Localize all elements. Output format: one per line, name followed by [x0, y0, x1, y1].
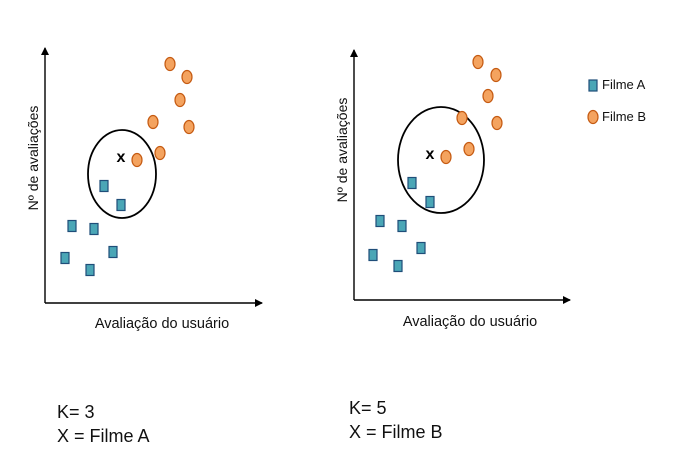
x-axis-label: Avaliação do usuário — [403, 314, 537, 330]
neighborhood-circle — [87, 129, 157, 219]
filme-b-point — [482, 88, 494, 104]
filme-b-point — [174, 92, 186, 108]
legend: Filme A Filme B — [587, 77, 646, 125]
filme-a-point — [397, 219, 407, 233]
filme-a-point — [116, 198, 126, 212]
filme-a-point — [60, 251, 70, 265]
filme-b-point — [183, 119, 195, 135]
filme-a-point — [368, 248, 378, 262]
legend-item-filme-a: Filme A — [588, 77, 646, 92]
filme-a-point — [108, 245, 118, 259]
query-point-label: x — [117, 149, 126, 166]
filme-a-point — [425, 195, 435, 209]
circle-marker-icon — [587, 109, 599, 125]
filme-a-point — [407, 176, 417, 190]
data-points — [60, 56, 195, 277]
y-axis-label: Nº de avaliações — [334, 98, 350, 203]
filme-b-point — [490, 67, 502, 83]
filme-b-point — [472, 54, 484, 70]
legend-label: Filme A — [602, 77, 646, 92]
panel-k5: Nº de avaliações Avaliação do usuário x — [334, 49, 571, 330]
filme-a-point — [67, 219, 77, 233]
filme-b-point — [131, 152, 143, 168]
filme-b-point — [456, 110, 468, 126]
y-axis-label: Nº de avaliações — [25, 106, 41, 211]
neighborhood-circle — [397, 106, 485, 214]
filme-b-point — [440, 149, 452, 165]
filme-a-point — [416, 241, 426, 255]
legend-label: Filme B — [602, 109, 646, 124]
result-text: X = Filme B — [349, 422, 443, 442]
square-marker-icon — [588, 79, 598, 92]
filme-a-point — [393, 259, 403, 273]
k-value-text: K= 5 — [349, 398, 387, 418]
panel-k3: Nº de avaliações Avaliação do usuário x — [25, 47, 263, 332]
caption-k5: K= 5 X = Filme B — [349, 396, 443, 444]
result-text: X = Filme A — [57, 426, 150, 446]
filme-a-point — [375, 214, 385, 228]
filme-a-point — [99, 179, 109, 193]
filme-b-point — [463, 141, 475, 157]
filme-b-point — [154, 145, 166, 161]
filme-a-point — [85, 263, 95, 277]
filme-a-point — [89, 222, 99, 236]
legend-item-filme-b: Filme B — [587, 109, 646, 125]
data-points — [368, 54, 503, 273]
caption-k3: K= 3 X = Filme A — [57, 400, 150, 448]
filme-b-point — [147, 114, 159, 130]
query-point-label: x — [426, 146, 435, 163]
filme-b-point — [181, 69, 193, 85]
filme-b-point — [491, 115, 503, 131]
filme-b-point — [164, 56, 176, 72]
k-value-text: K= 3 — [57, 402, 95, 422]
x-axis-label: Avaliação do usuário — [95, 316, 229, 332]
